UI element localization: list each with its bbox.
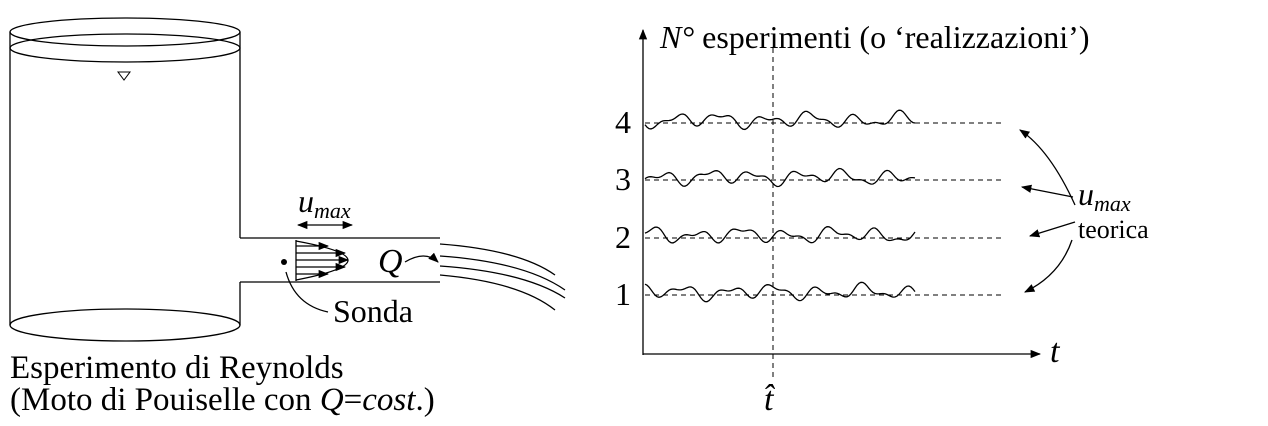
- flow-label: Q: [378, 243, 403, 280]
- realization-label: 2: [615, 219, 631, 255]
- realization-label: 3: [615, 161, 631, 197]
- theory-label-line2: teorica: [1078, 215, 1149, 244]
- tank: [9, 17, 440, 342]
- realization-signal: [644, 226, 916, 244]
- axis-title: N° esperimenti (o ‘realizzazioni’): [659, 19, 1089, 55]
- realizations-plot: 4 3 2 1: [615, 28, 1076, 378]
- realization-label: 4: [615, 104, 631, 140]
- realization-signal: [644, 109, 916, 131]
- realization-label: 1: [615, 276, 631, 312]
- caption-line1: Esperimento di Reynolds: [10, 350, 344, 386]
- caption-line2: (Moto di Pouiselle con Q=cost.): [10, 382, 435, 418]
- time-marker-label: t̂: [764, 381, 775, 418]
- x-axis-label: t: [1050, 333, 1061, 370]
- velocity-profile: [281, 220, 566, 313]
- realization-signal: [644, 281, 916, 303]
- realization-signal: [644, 167, 916, 188]
- probe-label: Sonda: [333, 293, 413, 329]
- velocity-label: umax: [298, 183, 351, 223]
- theory-label: umax: [1078, 176, 1131, 216]
